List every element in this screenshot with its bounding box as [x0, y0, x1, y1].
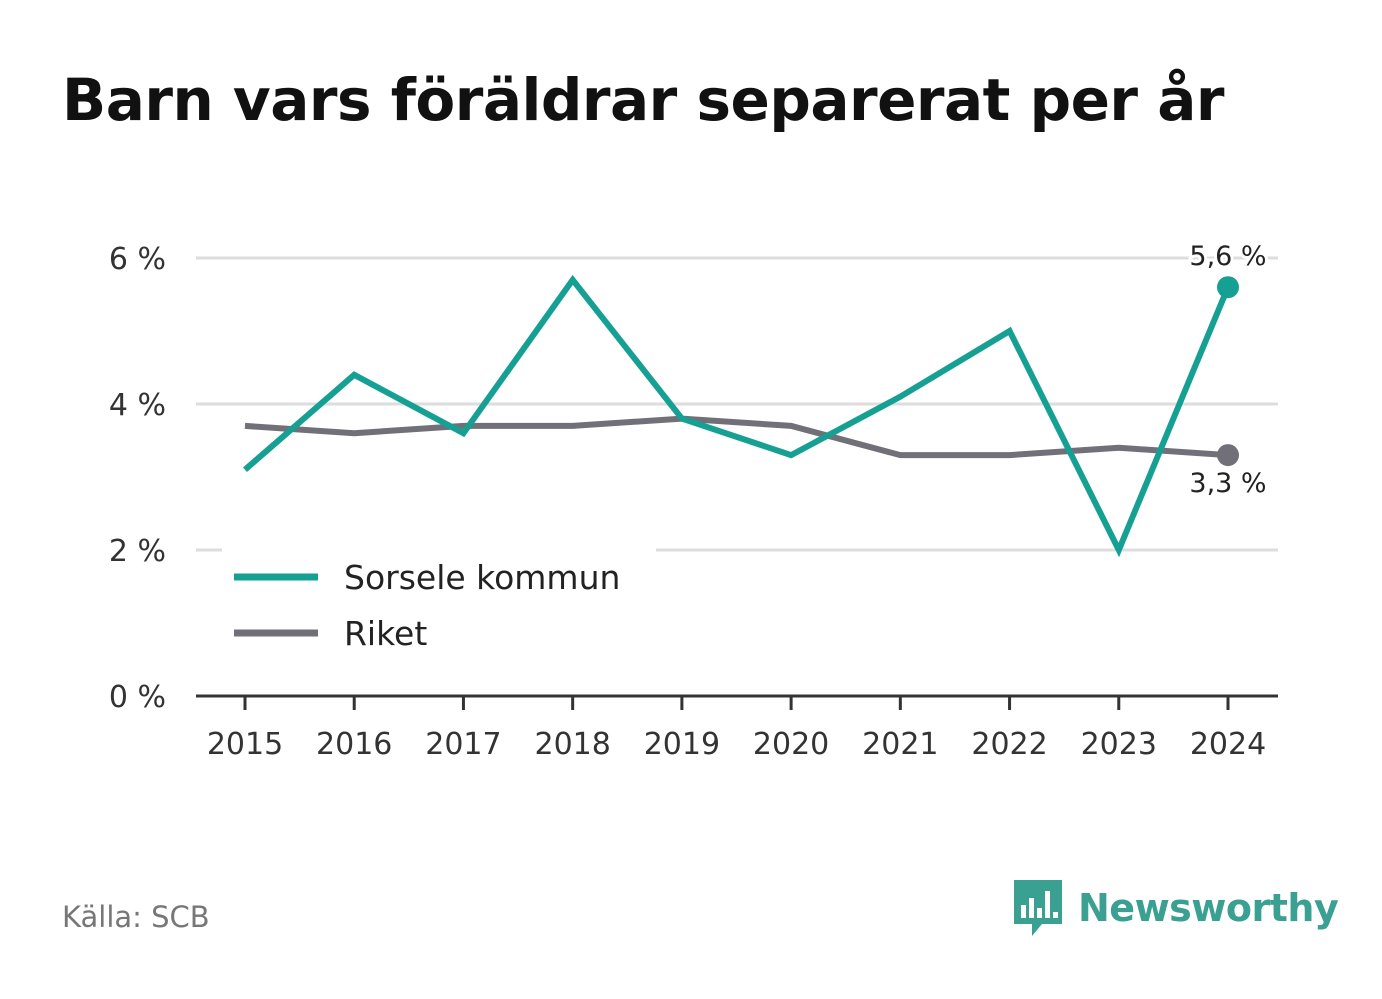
y-tick-label: 4 % — [109, 388, 166, 423]
chart-title: Barn vars föräldrar separerat per år — [62, 66, 1224, 134]
brand-name: Newsworthy — [1078, 886, 1339, 930]
newsworthy-icon — [1014, 880, 1062, 936]
x-tick-label: 2015 — [207, 727, 283, 762]
x-tick-label: 2024 — [1190, 727, 1266, 762]
y-tick-label: 2 % — [109, 534, 166, 569]
series-line — [244, 415, 1229, 459]
legend-background — [222, 548, 656, 666]
grid-lines — [196, 256, 1278, 552]
legend: Sorsele kommun Riket — [222, 548, 656, 666]
x-tick-label: 2021 — [862, 727, 938, 762]
x-tick-label: 2018 — [534, 727, 610, 762]
legend-label: Riket — [344, 614, 427, 653]
x-tick-label: 2016 — [316, 727, 392, 762]
brand-logo: Newsworthy — [1012, 878, 1339, 938]
end-labels: 5,6 % 3,3 % — [1186, 238, 1269, 502]
legend-label: Sorsele kommun — [344, 558, 620, 597]
series-line — [243, 274, 1231, 558]
end-value-label: 3,3 % — [1189, 468, 1266, 499]
series-lines — [243, 274, 1239, 558]
y-axis-ticks: 0 % 2 % 4 % 6 % — [109, 242, 166, 715]
y-tick-label: 0 % — [109, 680, 166, 715]
x-tick-label: 2020 — [753, 727, 829, 762]
x-tick-label: 2017 — [425, 727, 501, 762]
x-axis: 2015 2016 2017 2018 2019 2020 2021 2022 2023 2024 — [196, 694, 1278, 762]
series-end-marker — [1217, 444, 1239, 467]
end-value-label: 5,6 % — [1189, 241, 1266, 272]
x-tick-label: 2022 — [971, 727, 1047, 762]
x-tick-label: 2019 — [644, 727, 720, 762]
y-tick-label: 6 % — [109, 242, 166, 277]
x-tick-label: 2023 — [1081, 727, 1157, 762]
series-end-marker — [1217, 276, 1239, 299]
source-note: Källa: SCB — [62, 900, 210, 934]
